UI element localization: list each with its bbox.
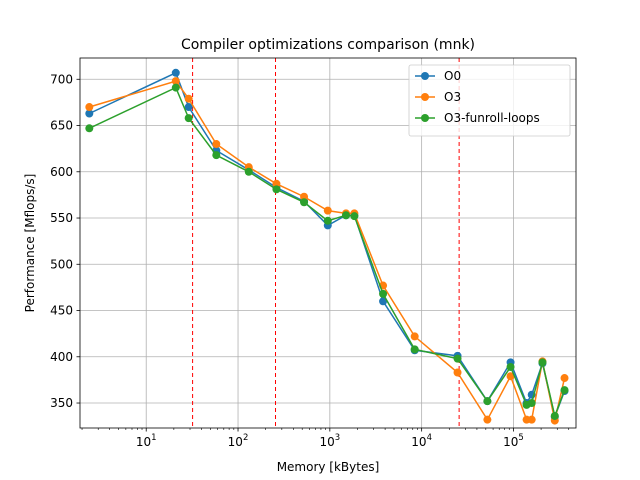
data-point-o3-funroll-loops: [453, 354, 462, 363]
data-point-o3: [171, 77, 180, 86]
y-tick-label: 350: [50, 396, 73, 410]
x-tick-label: 102: [228, 433, 249, 449]
x-tick-label: 104: [411, 433, 432, 449]
legend: O0 O3 O3-funroll-loops: [408, 64, 571, 137]
data-point-o3-funroll-loops: [323, 216, 332, 225]
data-point-o3: [527, 415, 536, 424]
reference-lines: [192, 58, 460, 428]
series-layer: [85, 68, 569, 425]
legend-box: [408, 64, 571, 137]
y-tick-label: 400: [50, 350, 73, 364]
series-o3: [85, 77, 569, 425]
data-point-o3: [410, 332, 419, 341]
data-point-o3-funroll-loops: [184, 114, 193, 123]
data-point-o3: [184, 94, 193, 103]
data-point-o3: [300, 192, 309, 201]
y-tick-label: 600: [50, 165, 73, 179]
data-point-o3-funroll-loops: [379, 289, 388, 298]
y-tick-label: 500: [50, 257, 73, 271]
data-point-o3-funroll-loops: [483, 397, 492, 406]
data-point-o3-funroll-loops: [410, 345, 419, 354]
data-point-o3-funroll-loops: [527, 399, 536, 408]
x-axis: 101 102 103 104 105: [81, 428, 570, 449]
legend-label-o0: O0: [444, 69, 461, 83]
legend-marker-o3-funroll-loops: [421, 114, 429, 122]
data-point-o3: [272, 179, 281, 188]
data-point-o3-funroll-loops: [272, 185, 281, 194]
legend-label-o3-funroll-loops: O3-funroll-loops: [444, 111, 540, 125]
y-axis-label: Performance [Mflops/s]: [23, 174, 37, 313]
data-point-o0: [85, 109, 94, 118]
data-point-o3-funroll-loops: [538, 358, 547, 367]
y-tick-label: 450: [50, 304, 73, 318]
data-point-o3: [85, 103, 94, 112]
data-point-o3: [323, 206, 332, 215]
x-tick-label: 105: [503, 433, 524, 449]
data-point-o3-funroll-loops: [171, 83, 180, 92]
data-point-o3: [483, 415, 492, 424]
data-point-o3-funroll-loops: [350, 212, 359, 221]
data-point-o3-funroll-loops: [244, 167, 253, 176]
data-point-o3: [212, 140, 221, 149]
series-o3-funroll-loops: [85, 83, 569, 420]
data-point-o0: [379, 297, 388, 306]
y-tick-label: 550: [50, 211, 73, 225]
chart-title: Compiler optimizations comparison (mnk): [181, 37, 475, 53]
y-axis: 350 400 450 500 550 600 650 700: [50, 72, 80, 410]
legend-label-o3: O3: [444, 90, 461, 104]
x-tick-label: 103: [319, 433, 340, 449]
x-axis-label: Memory [kBytes]: [277, 460, 380, 474]
data-point-o3-funroll-loops: [550, 411, 559, 420]
x-tick-label: 101: [136, 433, 157, 449]
plot-frame: [79, 57, 577, 429]
data-point-o3: [453, 368, 462, 377]
data-point-o3-funroll-loops: [300, 198, 309, 207]
data-point-o3: [506, 372, 515, 381]
data-point-o0: [184, 103, 193, 112]
y-tick-label: 650: [50, 119, 73, 133]
y-tick-label: 700: [50, 72, 73, 86]
data-point-o3-funroll-loops: [506, 362, 515, 371]
data-point-o3-funroll-loops: [560, 386, 569, 395]
data-point-o0: [171, 68, 180, 77]
legend-marker-o3: [421, 93, 429, 101]
legend-marker-o0: [421, 72, 429, 80]
data-point-o3-funroll-loops: [85, 124, 94, 133]
data-point-o3-funroll-loops: [212, 151, 221, 160]
data-point-o3: [560, 374, 569, 383]
data-point-o3-funroll-loops: [342, 211, 351, 220]
